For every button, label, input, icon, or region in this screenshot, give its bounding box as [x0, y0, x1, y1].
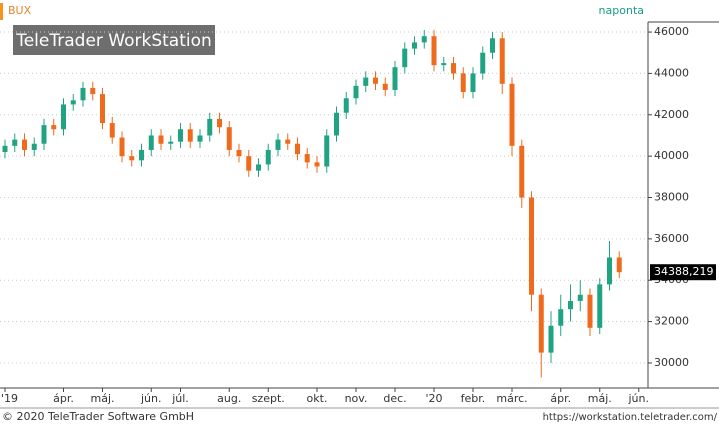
candle-body [31, 143, 37, 150]
candle-body [236, 149, 242, 157]
x-tick-label: aug. [217, 392, 241, 405]
x-tick-label: máj. [90, 392, 114, 405]
candle-body [363, 77, 369, 86]
x-tick-label: okt. [307, 392, 328, 405]
y-tick-label: 36000 [654, 232, 689, 245]
period[interactable]: naponta [599, 4, 644, 17]
candle-body [226, 127, 232, 150]
y-tick-label: 32000 [654, 315, 689, 328]
candle-body [421, 36, 427, 43]
candle-body [402, 48, 408, 68]
candle-body [285, 139, 291, 144]
candle-body [61, 104, 66, 130]
candle-body [373, 77, 378, 84]
candle-body [158, 135, 164, 144]
candle-body [256, 164, 261, 171]
y-tick-label: 40000 [654, 149, 689, 162]
candle-body [616, 257, 622, 273]
y-tick-label: 38000 [654, 191, 689, 204]
candle-body [529, 197, 534, 295]
url[interactable]: https://workstation.teletrader.com/ [543, 412, 718, 423]
candle-body [480, 52, 486, 74]
candle-body [382, 83, 388, 90]
y-tick-label: 42000 [654, 108, 689, 121]
candle-body [70, 100, 76, 105]
x-tick-label: '19 [1, 392, 18, 405]
candle-body [304, 154, 310, 163]
candle-body [314, 162, 320, 167]
candle-body [2, 145, 8, 153]
candle-body [568, 300, 573, 310]
candle-body [441, 63, 447, 66]
candle-body [490, 38, 495, 53]
candle-body [334, 112, 339, 136]
y-tick-label: 44000 [654, 66, 689, 79]
candle-body [12, 139, 18, 146]
x-tick-label: febr. [461, 392, 486, 405]
candle-body [509, 83, 515, 146]
x-tick-label: máj. [588, 392, 612, 405]
x-tick-label: '20 [425, 392, 442, 405]
candle-body [168, 141, 174, 144]
candle-body [178, 129, 183, 142]
last-value-box [650, 264, 716, 281]
candle-body [324, 135, 330, 167]
candle-body [587, 294, 593, 328]
x-tick-label: nov. [345, 392, 368, 405]
candle-body [80, 87, 86, 101]
x-tick-label: júl. [171, 392, 189, 405]
x-tick-label: ápr. [53, 392, 74, 405]
x-tick-label: jún. [140, 392, 162, 405]
candle-body [431, 36, 437, 66]
x-tick-label: szept. [252, 392, 285, 405]
candle-body [109, 123, 115, 138]
candle-body [119, 137, 125, 157]
candle-body [548, 325, 554, 353]
candle-body [100, 94, 105, 124]
candle-body [353, 85, 359, 99]
candle-body [470, 73, 476, 93]
candle-body [129, 156, 135, 161]
candle-body [51, 125, 57, 130]
candle-body [499, 38, 505, 84]
x-tick-label: ápr. [550, 392, 571, 405]
last-value-label: 34388,219 [654, 265, 714, 278]
watermark-box [13, 25, 215, 55]
y-tick-label: 46000 [654, 25, 689, 38]
candle-body [451, 63, 456, 74]
candle-body [139, 149, 144, 161]
x-tick-label: márc. [496, 392, 527, 405]
candle-body [197, 135, 203, 142]
copyright: © 2020 TeleTrader Software GmbH [2, 410, 194, 423]
candle-body [275, 139, 281, 150]
candle-body [607, 257, 612, 285]
candle-body [148, 135, 154, 150]
candle-body [597, 284, 603, 328]
candle-body [265, 149, 271, 165]
watermark: TeleTrader WorkStation [15, 31, 212, 51]
candle-body [246, 156, 252, 171]
x-tick-label: jún. [628, 392, 650, 405]
candle-body [558, 309, 564, 326]
candle-body [343, 98, 349, 113]
candle-body [22, 139, 27, 150]
candle-body [41, 125, 47, 144]
candle-body [207, 118, 213, 136]
candle-body [519, 145, 525, 198]
candle-body [295, 143, 300, 155]
candle-body [217, 118, 222, 128]
chart-title: BUX [8, 4, 32, 17]
candle-body [90, 87, 96, 95]
x-tick-label: dec. [383, 392, 406, 405]
candle-body [412, 42, 417, 49]
y-tick-label: 30000 [654, 356, 689, 369]
candle-body [538, 294, 544, 353]
candle-body [392, 67, 398, 90]
candle-body [187, 129, 193, 142]
series-marker [0, 3, 3, 20]
candle-body [577, 294, 583, 301]
candle-body [460, 73, 466, 93]
